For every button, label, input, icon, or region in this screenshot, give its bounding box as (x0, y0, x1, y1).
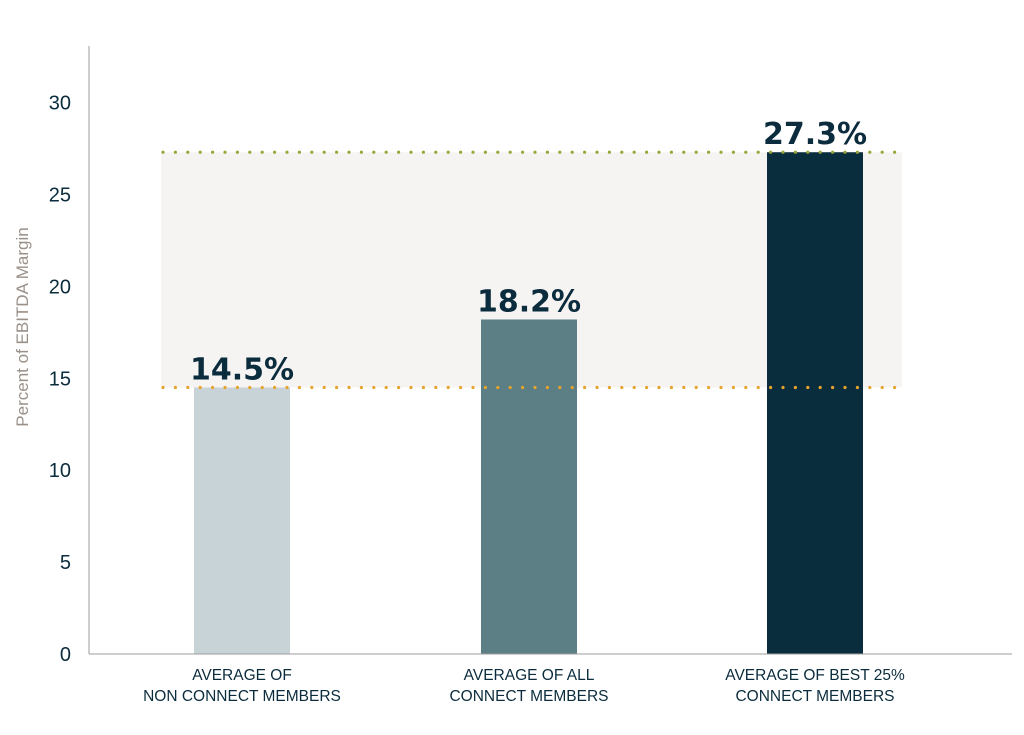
x-category-label: AVERAGE OF (192, 667, 292, 684)
bar-1 (194, 387, 290, 654)
y-tick-label: 20 (49, 276, 71, 298)
y-tick-label: 10 (49, 460, 71, 482)
x-category-label: AVERAGE OF BEST 25% (725, 667, 905, 684)
y-tick-label: 0 (60, 644, 71, 666)
y-tick-label: 5 (60, 552, 71, 574)
reference-line-1 (161, 150, 897, 154)
data-label: 14.5% (190, 352, 294, 387)
x-category-label: CONNECT MEMBERS (735, 688, 894, 705)
reference-line-2 (161, 385, 897, 390)
x-category-label: AVERAGE OF ALL (464, 667, 595, 684)
data-label: 18.2% (477, 284, 581, 319)
y-tick-label: 25 (49, 185, 71, 207)
y-tick-label: 30 (49, 93, 71, 115)
x-category-label: NON CONNECT MEMBERS (143, 688, 341, 705)
y-axis-label: Percent of EBITDA Margin (13, 227, 32, 426)
bar-3 (767, 152, 863, 654)
data-label: 27.3% (763, 117, 867, 152)
y-tick-label: 15 (49, 368, 71, 390)
bar-2 (481, 319, 577, 654)
x-category-label: CONNECT MEMBERS (449, 688, 608, 705)
